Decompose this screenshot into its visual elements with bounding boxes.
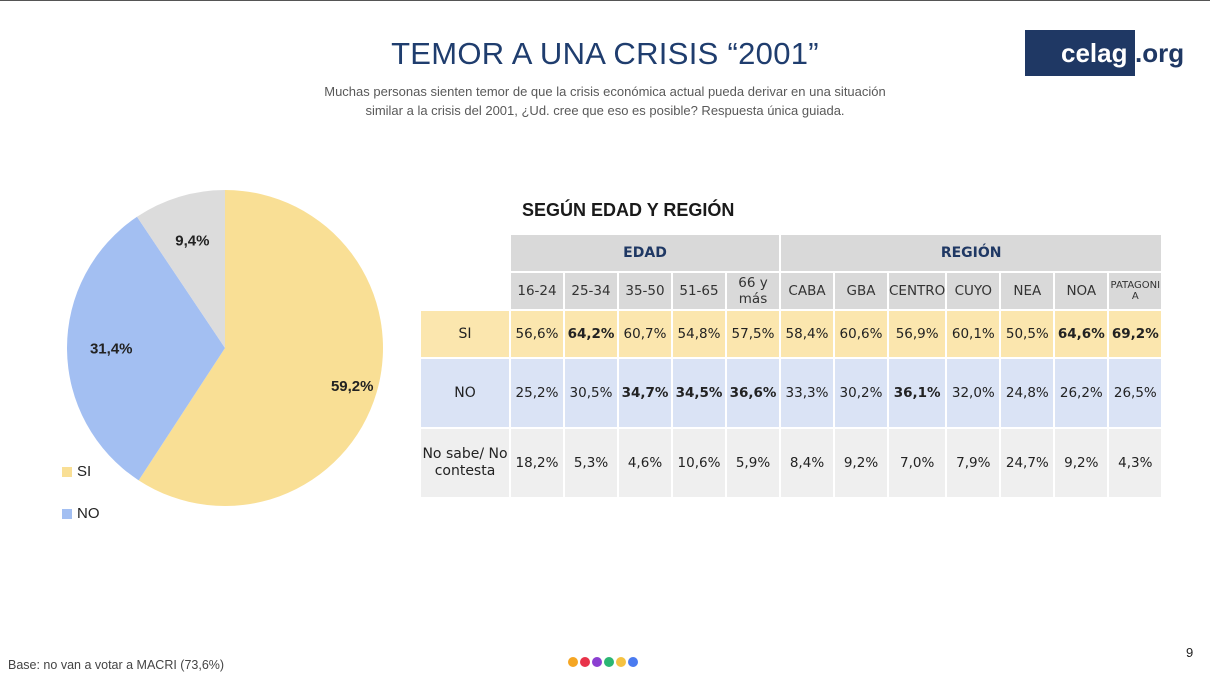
legend-swatch-no (62, 508, 72, 519)
table-cell: 60,6% (835, 311, 887, 357)
celag-logo: celag .org (1025, 30, 1184, 76)
column-header-9: NEA (1001, 273, 1054, 309)
table-cell: 33,3% (781, 359, 833, 427)
table-cell: 9,2% (1055, 429, 1108, 497)
legend-label-si: SI (77, 463, 92, 480)
subtitle-line-2: similar a la crisis del 2001, ¿Ud. cree … (365, 103, 845, 118)
table-cell: 57,5% (727, 311, 779, 357)
legend-swatch-si (62, 466, 72, 477)
pie-slice-si-label: 59,2% (331, 378, 374, 395)
subtitle-line-1: Muchas personas sienten temor de que la … (324, 84, 886, 99)
table-cell: 9,2% (835, 429, 887, 497)
table-cell: 30,5% (565, 359, 617, 427)
table-cell: 64,6% (1055, 311, 1108, 357)
column-header-3: 51-65 (673, 273, 725, 309)
pie-slice-no-label: 31,4% (90, 341, 133, 358)
table-cell: 56,9% (889, 311, 946, 357)
column-header-2: 35-50 (619, 273, 671, 309)
brand-dot (616, 657, 626, 667)
pie-slice-no (66, 216, 225, 481)
table-cell: 30,2% (835, 359, 887, 427)
table-cell: 5,9% (727, 429, 779, 497)
table-cell: 24,7% (1001, 429, 1054, 497)
table-row-no-sabe: No sabe/ No contesta 18,2% 5,3% 4,6% 10,6% 5… (421, 429, 1162, 497)
group-header-row: EDAD REGIÓN (421, 235, 1162, 271)
table-cell: 18,2% (511, 429, 563, 497)
page-number: 9 (1186, 645, 1194, 660)
table-cell: 64,2% (565, 311, 617, 357)
pie-slice-no-sabe-label: 9,4% (175, 233, 209, 250)
table-cell: 34,5% (673, 359, 725, 427)
column-header-0: 16-24 (511, 273, 563, 309)
group-header-edad: EDAD (511, 235, 779, 271)
table-cell: 7,0% (889, 429, 946, 497)
brand-dot (580, 657, 590, 667)
column-header-7: CENTRO (889, 273, 946, 309)
brand-dot (592, 657, 602, 667)
column-header-11: PATAGONI A (1109, 273, 1162, 309)
column-header-4: 66 y más (727, 273, 779, 309)
column-header-8: CUYO (947, 273, 1000, 309)
brand-dot (604, 657, 614, 667)
logo-suffix-text: .org (1135, 37, 1185, 68)
table-cell: 32,0% (947, 359, 1000, 427)
table-cell: 36,6% (727, 359, 779, 427)
top-border-line (0, 0, 1210, 1)
pie-slice-si (138, 190, 383, 507)
table-cell: 26,2% (1055, 359, 1108, 427)
pie-chart: 59,2% 31,4% 9,4% (66, 190, 383, 507)
table-title: SEGÚN EDAD Y REGIÓN (522, 200, 735, 220)
table-cell: 60,7% (619, 311, 671, 357)
table-cell: 60,1% (947, 311, 1000, 357)
row-label-no: NO (421, 359, 509, 427)
table-cell: 4,3% (1109, 429, 1162, 497)
column-header-5: CABA (781, 273, 833, 309)
row-label-si: SI (421, 311, 509, 357)
table-row-no: NO 25,2% 30,5% 34,7% 34,5% 36,6% 33,3% 30,2% 36… (421, 359, 1162, 427)
table-cell: 56,6% (511, 311, 563, 357)
legend-item-no: NO (62, 505, 100, 522)
table-cell: 26,5% (1109, 359, 1162, 427)
brand-dots (568, 657, 638, 667)
page-title: TEMOR A UNA CRISIS “2001” (391, 36, 819, 71)
row-label-no-sabe: No sabe/ No contesta (421, 429, 509, 497)
table-cell: 7,9% (947, 429, 1000, 497)
footer-base-note: Base: no van a votar a MACRI (73,6%) (8, 658, 225, 672)
column-header-6: GBA (835, 273, 887, 309)
page-subtitle: Muchas personas sienten temor de que la … (300, 82, 910, 120)
legend-item-si: SI (62, 463, 91, 480)
table-cell: 24,8% (1001, 359, 1054, 427)
crosstab-table: EDAD REGIÓN 16-24 25-34 35-50 51-65 66 y más… (419, 233, 1163, 499)
table-cell: 10,6% (673, 429, 725, 497)
table-cell: 5,3% (565, 429, 617, 497)
table-cell: 50,5% (1001, 311, 1054, 357)
column-header-1: 25-34 (565, 273, 617, 309)
table-cell: 8,4% (781, 429, 833, 497)
brand-dot (628, 657, 638, 667)
table-cell: 58,4% (781, 311, 833, 357)
legend-label-no: NO (77, 505, 100, 522)
table-cell: 25,2% (511, 359, 563, 427)
logo-main-text: celag (1061, 37, 1128, 68)
table-cell: 36,1% (889, 359, 946, 427)
table-cell: 54,8% (673, 311, 725, 357)
column-header-row: 16-24 25-34 35-50 51-65 66 y más CABA GBA CENTR… (421, 273, 1162, 309)
brand-dot (568, 657, 578, 667)
group-header-region: REGIÓN (781, 235, 1162, 271)
table-cell: 34,7% (619, 359, 671, 427)
pie-slice-no-sabe (137, 190, 225, 348)
table-cell: 4,6% (619, 429, 671, 497)
table-cell: 69,2% (1109, 311, 1162, 357)
table-row-si: SI 56,6% 64,2% 60,7% 54,8% 57,5% 58,4% 60,6% 56… (421, 311, 1162, 357)
column-header-10: NOA (1055, 273, 1108, 309)
